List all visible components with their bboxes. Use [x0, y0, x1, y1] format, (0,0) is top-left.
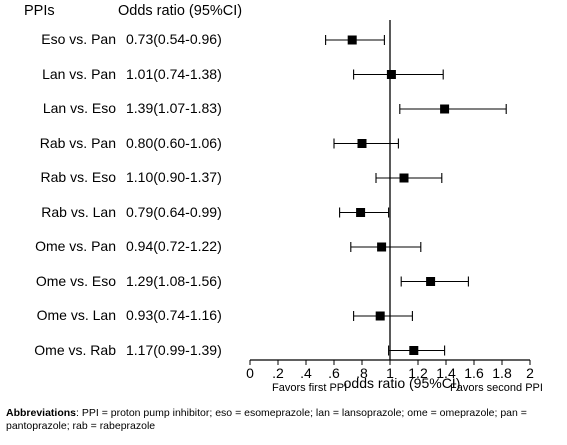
x-tick-label: 1	[386, 365, 394, 381]
row-odds-ratio-text: 1.29(1.08-1.56)	[126, 272, 222, 289]
x-tick-label: 1.6	[464, 365, 484, 381]
x-tick-label: 1.4	[436, 365, 456, 381]
favors-second-label: Favors second PPI	[450, 382, 543, 394]
point-estimate-marker	[386, 70, 396, 79]
point-estimate-marker	[440, 104, 450, 114]
x-tick-label: .2	[272, 365, 284, 381]
x-tick-label: 1.2	[408, 365, 428, 381]
row-odds-ratio-text: 1.10(0.90-1.37)	[126, 169, 222, 185]
row-odds-ratio-text: 0.93(0.74-1.16)	[126, 307, 222, 323]
row-odds-ratio-text: 0.80(0.60-1.06)	[126, 134, 222, 151]
abbreviations-text: : PPI = proton pump inhibitor; eso = eso…	[6, 407, 527, 432]
ppis-header: PPIs	[24, 3, 55, 19]
row-label: Rab vs. Lan	[41, 203, 116, 220]
x-axis-label: odds ratio (95%CI)	[344, 375, 461, 391]
point-estimate-marker	[426, 277, 436, 286]
point-estimate-marker	[377, 242, 387, 252]
point-estimate-marker	[409, 346, 419, 355]
row-odds-ratio-text: 1.17(0.99-1.39)	[126, 341, 222, 358]
row-label: Ome vs. Eso	[35, 272, 116, 289]
point-estimate-marker	[347, 35, 357, 45]
row-label: Ome vs. Pan	[35, 238, 116, 254]
point-estimate-marker	[357, 139, 367, 148]
row-odds-ratio-text: 0.73(0.54-0.96)	[126, 31, 222, 47]
row-odds-ratio-text: 0.94(0.72-1.22)	[126, 238, 222, 254]
x-tick-label: .6	[328, 365, 340, 381]
row-odds-ratio-text: 1.39(1.07-1.83)	[126, 100, 222, 116]
x-tick-label: 1.8	[492, 365, 512, 381]
x-tick-label: 2	[526, 365, 534, 381]
x-tick-label: 0	[246, 365, 254, 381]
favors-first-label: Favors first PPI	[272, 382, 348, 394]
point-estimate-marker	[356, 208, 366, 217]
row-label: Eso vs. Pan	[41, 31, 116, 47]
row-label: Rab vs. Pan	[39, 134, 116, 151]
point-estimate-marker	[399, 173, 409, 183]
point-estimate-marker	[375, 311, 385, 321]
x-tick-label: .8	[356, 365, 368, 381]
odds-ratio-header: Odds ratio (95%CI)	[118, 3, 243, 19]
abbreviations-lead: Abbreviations	[6, 407, 77, 419]
abbreviations-note: Abbreviations: PPI = proton pump inhibit…	[6, 407, 561, 433]
row-label: Lan vs. Pan	[42, 65, 116, 82]
row-odds-ratio-text: 0.79(0.64-0.99)	[126, 203, 222, 220]
row-label: Lan vs. Eso	[42, 100, 116, 116]
row-label: Ome vs. Rab	[34, 341, 116, 358]
row-label: Ome vs. Lan	[36, 307, 116, 323]
x-tick-label: .4	[300, 365, 312, 381]
row-odds-ratio-text: 1.01(0.74-1.38)	[126, 65, 222, 82]
row-label: Rab vs. Eso	[40, 169, 116, 185]
